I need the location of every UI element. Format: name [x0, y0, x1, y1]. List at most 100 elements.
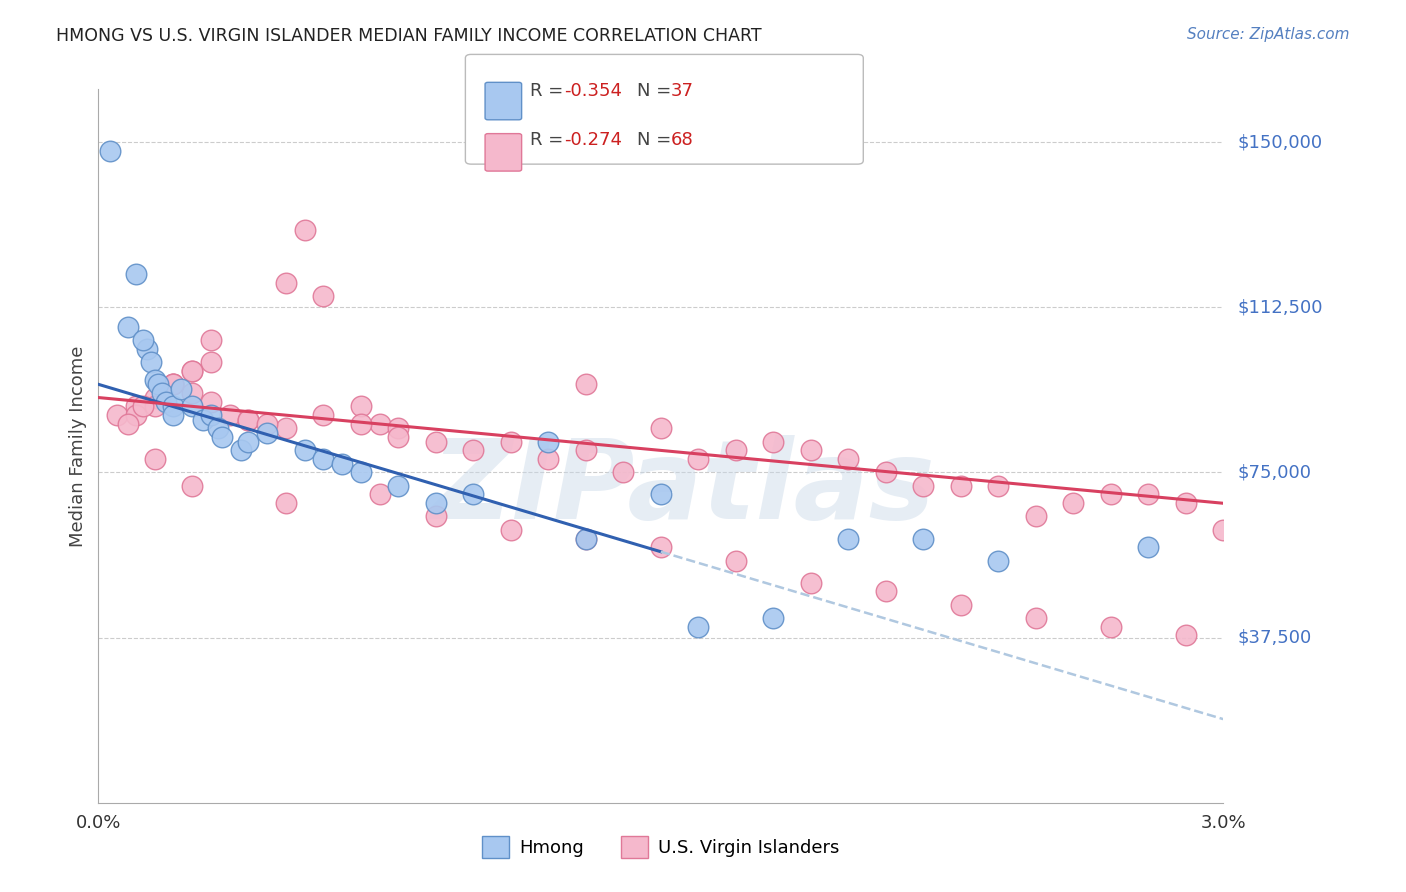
Point	[238, 412, 260, 426]
Point	[256, 417, 278, 431]
Point	[330, 457, 353, 471]
Point	[463, 487, 485, 501]
Point	[143, 452, 166, 467]
Point	[162, 377, 184, 392]
Point	[181, 400, 204, 414]
Point	[143, 400, 166, 414]
Point	[650, 487, 672, 501]
Point	[181, 364, 204, 378]
Point	[256, 425, 278, 440]
Point	[1099, 619, 1122, 633]
Point	[499, 434, 522, 449]
Point	[425, 509, 447, 524]
Point	[387, 478, 409, 492]
Point	[368, 417, 391, 431]
Text: $150,000: $150,000	[1237, 133, 1322, 151]
Point	[150, 386, 173, 401]
Text: Source: ZipAtlas.com: Source: ZipAtlas.com	[1187, 27, 1350, 42]
Point	[1137, 487, 1160, 501]
Point	[688, 619, 710, 633]
Point	[912, 532, 935, 546]
Point	[132, 400, 155, 414]
Point	[294, 223, 316, 237]
Text: N =: N =	[637, 131, 676, 149]
Text: $37,500: $37,500	[1237, 629, 1312, 647]
Point	[200, 333, 222, 347]
Point	[312, 289, 335, 303]
Point	[136, 342, 159, 356]
Point	[218, 408, 240, 422]
Point	[193, 412, 215, 426]
Point	[949, 478, 972, 492]
Point	[274, 496, 297, 510]
Text: ZIPatlas: ZIPatlas	[432, 435, 935, 542]
Legend: Hmong, U.S. Virgin Islanders: Hmong, U.S. Virgin Islanders	[475, 829, 846, 865]
Point	[238, 434, 260, 449]
Point	[1174, 628, 1197, 642]
Point	[987, 553, 1010, 567]
Point	[1025, 611, 1047, 625]
Point	[800, 443, 823, 458]
Point	[387, 430, 409, 444]
Point	[200, 355, 222, 369]
Point	[117, 417, 139, 431]
Point	[575, 532, 598, 546]
Point	[1062, 496, 1084, 510]
Point	[200, 395, 222, 409]
Y-axis label: Median Family Income: Median Family Income	[69, 345, 87, 547]
Text: 37: 37	[671, 82, 693, 100]
Point	[148, 377, 170, 392]
Point	[762, 434, 785, 449]
Point	[294, 443, 316, 458]
Text: -0.354: -0.354	[564, 82, 621, 100]
Point	[181, 386, 204, 401]
Point	[650, 421, 672, 435]
Point	[875, 584, 897, 599]
Point	[912, 478, 935, 492]
Point	[949, 598, 972, 612]
Point	[800, 575, 823, 590]
Point	[143, 373, 166, 387]
Text: HMONG VS U.S. VIRGIN ISLANDER MEDIAN FAMILY INCOME CORRELATION CHART: HMONG VS U.S. VIRGIN ISLANDER MEDIAN FAM…	[56, 27, 762, 45]
Point	[425, 434, 447, 449]
Point	[575, 377, 598, 392]
Text: N =: N =	[637, 82, 676, 100]
Point	[350, 466, 373, 480]
Point	[350, 417, 373, 431]
Point	[837, 452, 859, 467]
Point	[98, 144, 121, 158]
Point	[688, 452, 710, 467]
Point	[1174, 496, 1197, 510]
Point	[875, 466, 897, 480]
Point	[238, 412, 260, 426]
Point	[650, 541, 672, 555]
Point	[987, 478, 1010, 492]
Point	[139, 355, 162, 369]
Point	[463, 443, 485, 458]
Point	[1025, 509, 1047, 524]
Point	[575, 443, 598, 458]
Point	[181, 364, 204, 378]
Point	[125, 400, 148, 414]
Point	[155, 395, 177, 409]
Text: R =: R =	[530, 131, 569, 149]
Point	[162, 377, 184, 392]
Point	[125, 408, 148, 422]
Point	[537, 434, 560, 449]
Point	[724, 443, 747, 458]
Point	[274, 276, 297, 290]
Point	[425, 496, 447, 510]
Point	[368, 487, 391, 501]
Text: $112,500: $112,500	[1237, 298, 1323, 317]
Text: R =: R =	[530, 82, 569, 100]
Point	[162, 400, 184, 414]
Point	[162, 377, 184, 392]
Point	[117, 320, 139, 334]
Point	[762, 611, 785, 625]
Point	[350, 400, 373, 414]
Point	[274, 421, 297, 435]
Point	[1099, 487, 1122, 501]
Point	[170, 382, 193, 396]
Point	[312, 452, 335, 467]
Point	[575, 532, 598, 546]
